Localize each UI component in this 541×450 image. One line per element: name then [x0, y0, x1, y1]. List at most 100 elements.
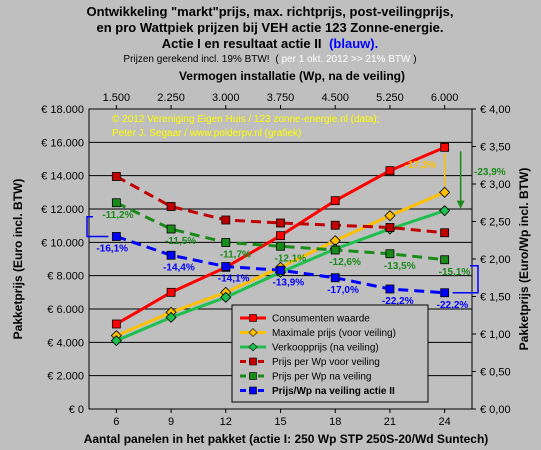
data-point	[276, 241, 285, 251]
right-tick-label: € 3,00	[480, 179, 511, 191]
data-point	[220, 291, 232, 303]
green-pct-label: -15,1%	[439, 267, 471, 278]
blue-pct-label: -14,1%	[218, 274, 250, 285]
bottom-tick-label: 18	[329, 416, 341, 428]
title-line-1: Ontwikkeling "markt"prijs, max. richtpri…	[86, 4, 453, 19]
top-tick-label: 2.250	[157, 92, 185, 104]
top-tick-label: 6.000	[431, 92, 459, 104]
top-tick-label: 1.500	[103, 92, 131, 104]
data-point	[166, 224, 176, 234]
left-axis-title: Pakketprijs (Euro incl. BTW)	[11, 179, 25, 340]
title-line-3-main: Actie I en resultaat actie II	[162, 36, 322, 51]
green-pct-label: -11,7%	[220, 250, 251, 261]
data-point	[440, 228, 450, 238]
bottom-tick-label: 21	[384, 416, 396, 428]
credits-line-1: © 2012 Vereniging Eigen Huis / 123 zonne…	[112, 114, 380, 125]
subtitle: Prijzen gerekend incl. 19% BTW! ( per 1 …	[123, 54, 416, 65]
blue-pct-label: -17,0%	[327, 285, 359, 296]
subtitle-highlight: per 1 okt. 2012 >> 21% BTW	[281, 54, 411, 65]
data-point	[166, 202, 176, 211]
data-point	[111, 172, 121, 181]
series-layer	[110, 142, 451, 347]
data-point	[385, 284, 395, 294]
subtitle-prefix: Prijzen gerekend incl. 19% BTW!	[123, 54, 269, 65]
left-tick-label: € 18.000	[41, 104, 84, 116]
bottom-axis-title: Aantal panelen in het pakket (actie I: 2…	[84, 432, 489, 446]
bottom-tick-label: 12	[220, 416, 232, 428]
legend-label: Consumenten waarde	[272, 314, 370, 325]
annotation-layer: -11,2% -11,5% -11,7% -12,1% -12,6% -13,5% -15,…	[86, 151, 506, 311]
bottom-tick-label: 6	[113, 416, 119, 428]
title-line-2: en pro Wattpiek prijzen bij VEH actie 12…	[97, 20, 444, 35]
data-point	[110, 335, 122, 347]
data-point	[111, 198, 121, 208]
legend-label: Prijs per Wp voor veiling	[272, 357, 380, 368]
data-point	[440, 288, 450, 298]
data-point	[276, 231, 285, 241]
right-tick-label: € 2,50	[480, 217, 511, 229]
green-pct-label: -12,1%	[275, 253, 307, 264]
data-point	[385, 166, 395, 176]
series-3	[111, 172, 450, 238]
credits-line-2: Peter J. Segaar / www.polderpv.nl (grafi…	[112, 128, 301, 139]
title-highlight: (blauw).	[329, 36, 378, 51]
blue-bracket-left	[86, 216, 109, 238]
left-tick-label: € 10.000	[41, 237, 84, 249]
green-arrowhead	[456, 200, 465, 209]
data-point	[221, 238, 231, 247]
data-point	[440, 142, 450, 152]
data-point	[166, 250, 176, 260]
right-tick-label: € 3,50	[480, 142, 511, 154]
blue-pct-label: -22,2%	[437, 300, 469, 311]
legend-swatch-marker	[248, 328, 258, 337]
bottom-tick-label: 24	[439, 416, 451, 428]
subtitle-suffix: )	[413, 54, 416, 65]
left-tick-label: € 4.000	[47, 337, 84, 349]
legend-label: Prijs per Wp na veiling	[272, 372, 371, 383]
data-point	[385, 223, 395, 232]
data-point	[439, 205, 451, 217]
legend-label: Prijs/Wp na veiling actie II	[272, 386, 395, 397]
data-point	[330, 273, 340, 283]
legend: Consumenten waarde Maximale prijs (voor v…	[231, 304, 429, 403]
legend-box	[231, 304, 429, 403]
left-tick-label: € 6.000	[47, 304, 84, 316]
right-axis-title: Pakketprijs (Euro/Wp incl. BTW)	[517, 168, 531, 351]
data-point	[330, 220, 340, 230]
data-point	[221, 262, 231, 271]
right-tick-label: € 2,00	[480, 254, 511, 266]
left-tick-label: € 8.000	[47, 271, 84, 283]
data-point	[111, 319, 121, 329]
data-point	[111, 232, 121, 241]
blue-pct-label: -22,2%	[382, 296, 414, 307]
data-point	[165, 311, 177, 323]
legend-label: Verkoopprijs (na veiling)	[272, 343, 379, 354]
legend-swatch-marker	[248, 342, 258, 352]
bottom-tick-label: 9	[168, 416, 174, 428]
top-tick-label: 4.500	[321, 92, 349, 104]
blue-bracket-right	[452, 265, 479, 294]
title-line-3: Actie I en resultaat actie II (blauw).	[162, 36, 378, 51]
top-tick-label: 3.000	[212, 92, 240, 104]
data-point	[384, 210, 396, 222]
right-pct-label: -23,9%	[474, 167, 506, 178]
right-tick-label: € 0,00	[480, 404, 511, 416]
blue-pct-label: -16,1%	[96, 244, 128, 255]
left-tick-label: € 12.000	[41, 204, 84, 216]
right-tick-label: € 1,50	[480, 292, 511, 304]
green-pct-label: -11,2%	[102, 210, 133, 221]
top-axis-title: Vermogen installatie (Wp, na de veiling)	[179, 69, 405, 83]
top-tick-label: 5.250	[376, 92, 404, 104]
right-tick-label: € 1,00	[480, 329, 511, 341]
left-tick-label: € 2.000	[47, 371, 84, 383]
legend-swatch-marker	[249, 372, 257, 380]
left-tick-label: € 0	[69, 404, 84, 416]
data-point	[440, 255, 450, 265]
axis-ticks: € 0 € 2.000 € 4.000 € 6.000 € 8.000 € 10.000 €…	[41, 92, 510, 428]
right-tick-label: € 0,50	[480, 367, 511, 379]
series-5	[111, 232, 450, 298]
series-4	[111, 198, 450, 265]
left-tick-label: € 16.000	[41, 137, 84, 149]
data-point	[385, 249, 395, 259]
